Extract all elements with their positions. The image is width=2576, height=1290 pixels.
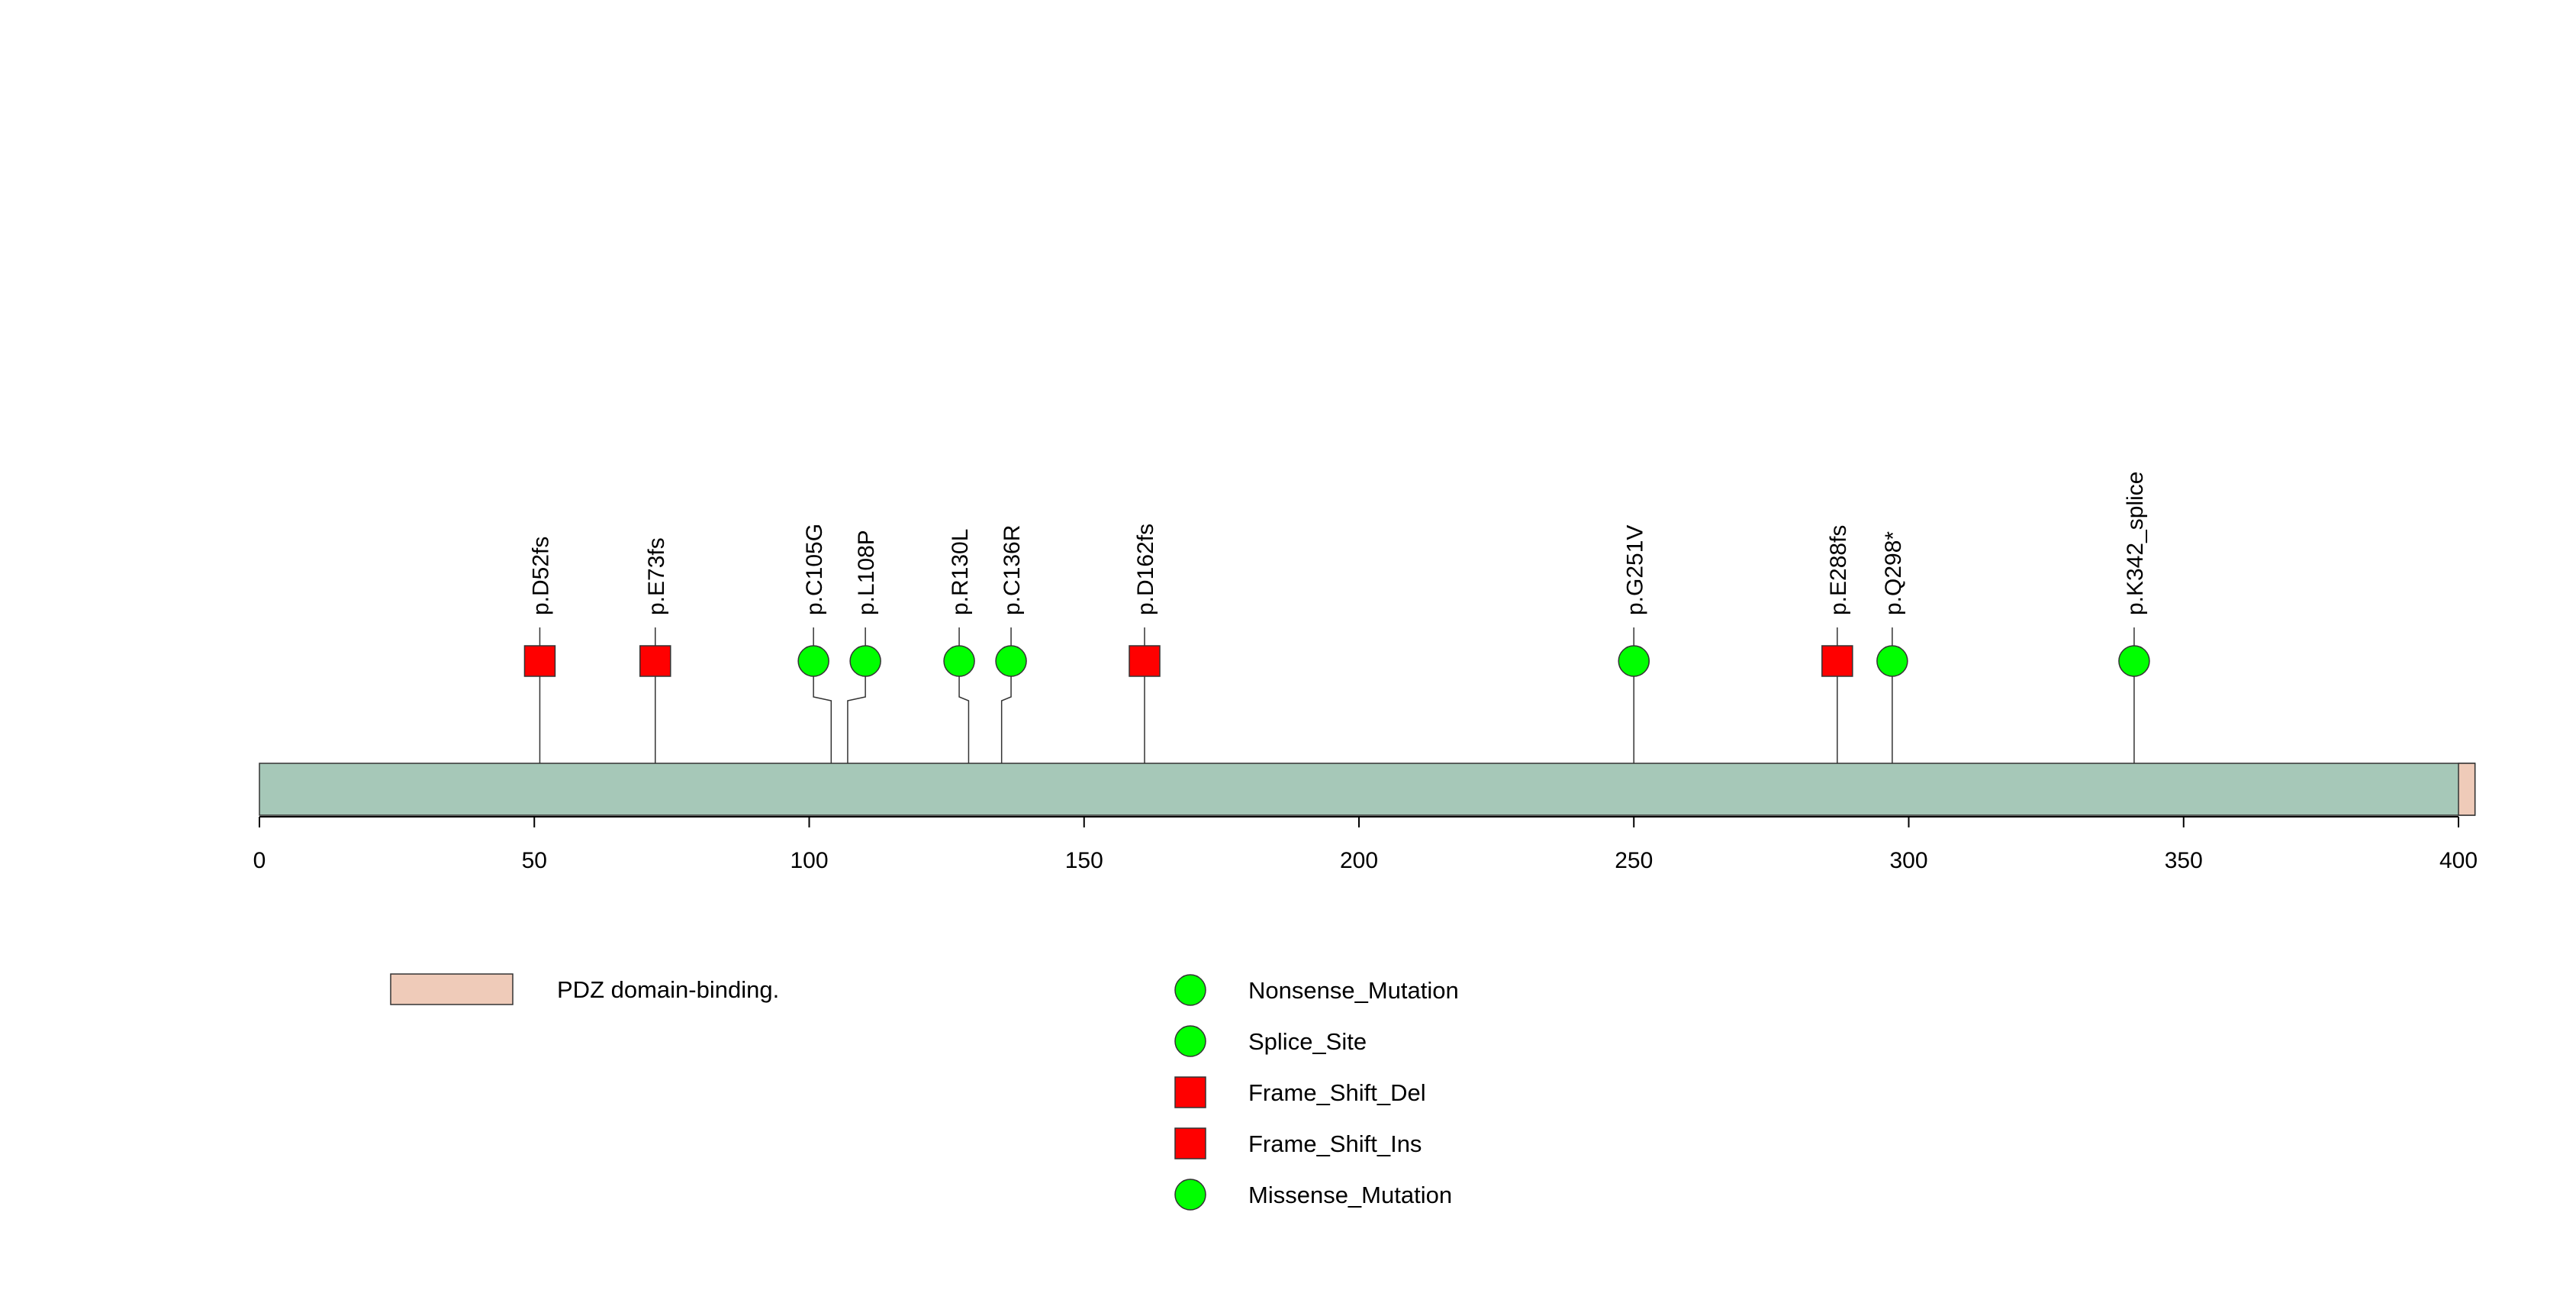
mutation-marker-circle[interactable] bbox=[849, 645, 881, 677]
domain-pdz-binding bbox=[2458, 763, 2476, 816]
mutations-group: p.D52fs p.E73fs p.C105G p.L108P p.R130L p.C13… bbox=[523, 472, 2150, 763]
mutation-stem bbox=[847, 661, 866, 763]
legend-square-swatch bbox=[1174, 1076, 1206, 1108]
x-tick-label: 100 bbox=[790, 848, 828, 873]
legend-mutation-type-label: Splice_Site bbox=[1248, 1028, 1367, 1055]
mutation-label: p.D162fs bbox=[1133, 524, 1158, 615]
mutation-stem bbox=[1000, 661, 1012, 763]
x-tick-label: 50 bbox=[522, 848, 547, 873]
x-tick-label: 400 bbox=[2439, 848, 2478, 873]
mutation-lollipop[interactable]: p.L108P bbox=[847, 530, 881, 763]
x-tick-label: 150 bbox=[1065, 848, 1103, 873]
mutation-label: p.K342_splice bbox=[2123, 472, 2148, 615]
legend-mutation-type-label: Frame_Shift_Del bbox=[1248, 1079, 1426, 1106]
mutation-lollipop[interactable]: p.C136R bbox=[995, 525, 1027, 763]
mutation-stem bbox=[958, 661, 970, 763]
mutation-marker-square[interactable] bbox=[1821, 645, 1853, 677]
mutation-marker-circle[interactable] bbox=[797, 645, 829, 677]
legend-circle-swatch bbox=[1174, 1179, 1206, 1211]
legend-domain-label: PDZ domain-binding. bbox=[557, 976, 779, 1003]
legend: PDZ domain-binding. Nonsense_Mutation Spli… bbox=[390, 973, 1459, 1211]
mutation-lollipop[interactable]: p.G251V bbox=[1618, 525, 1650, 763]
legend-circle-swatch bbox=[1174, 974, 1206, 1006]
x-tick-label: 250 bbox=[1615, 848, 1653, 873]
mutation-lollipop[interactable]: p.E288fs bbox=[1821, 525, 1853, 763]
mutation-label: p.R130L bbox=[948, 529, 973, 615]
mutation-label: p.C105G bbox=[802, 524, 827, 615]
legend-mutation-type-label: Frame_Shift_Ins bbox=[1248, 1130, 1422, 1157]
mutation-lollipop[interactable]: p.Q298* bbox=[1876, 531, 1908, 763]
legend-mutation-type-label: Missense_Mutation bbox=[1248, 1182, 1452, 1208]
mutation-lollipop[interactable]: p.D52fs bbox=[523, 537, 556, 763]
mutation-lollipop[interactable]: p.R130L bbox=[943, 529, 975, 763]
mutation-lollipop[interactable]: p.E73fs bbox=[639, 537, 671, 763]
protein-backbone bbox=[259, 763, 2476, 816]
mutation-marker-square[interactable] bbox=[1129, 645, 1161, 677]
mutation-marker-square[interactable] bbox=[639, 645, 671, 677]
mutation-lollipop[interactable]: p.C105G bbox=[797, 524, 832, 763]
x-tick-label: 0 bbox=[253, 848, 266, 873]
legend-domain-swatch bbox=[390, 973, 514, 1005]
x-tick-label: 200 bbox=[1340, 848, 1378, 873]
mutation-label: p.D52fs bbox=[528, 537, 553, 615]
mutation-label: p.E73fs bbox=[644, 537, 669, 615]
mutation-label: p.E288fs bbox=[1826, 525, 1851, 615]
x-tick-label: 350 bbox=[2165, 848, 2203, 873]
legend-square-swatch bbox=[1174, 1127, 1206, 1159]
mutation-lollipop[interactable]: p.K342_splice bbox=[2118, 472, 2150, 763]
mutation-label: p.L108P bbox=[854, 530, 879, 615]
mutation-label: p.G251V bbox=[1622, 525, 1647, 615]
mutation-marker-square[interactable] bbox=[523, 645, 556, 677]
mutation-marker-circle[interactable] bbox=[1876, 645, 1908, 677]
legend-mutation-type-label: Nonsense_Mutation bbox=[1248, 977, 1459, 1004]
mutation-label: p.Q298* bbox=[1881, 531, 1906, 615]
protein-backbone-group bbox=[259, 763, 2476, 816]
mutation-marker-circle[interactable] bbox=[943, 645, 975, 677]
mutation-lollipop[interactable]: p.D162fs bbox=[1129, 524, 1161, 763]
mutation-marker-circle[interactable] bbox=[1618, 645, 1650, 677]
mutation-label: p.C136R bbox=[1000, 525, 1025, 615]
mutation-stem bbox=[813, 661, 832, 763]
x-axis: 0 50 100 150 200 250 300 350 400 bbox=[253, 816, 2478, 873]
mutation-marker-circle[interactable] bbox=[995, 645, 1027, 677]
x-tick-label: 300 bbox=[1889, 848, 1927, 873]
mutation-marker-circle[interactable] bbox=[2118, 645, 2150, 677]
legend-circle-swatch bbox=[1174, 1025, 1206, 1057]
